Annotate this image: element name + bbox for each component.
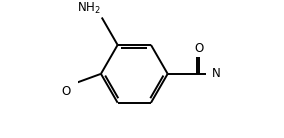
Text: N: N (212, 67, 221, 80)
Text: O: O (61, 85, 71, 98)
Text: O: O (195, 42, 204, 55)
Text: NH$_2$: NH$_2$ (77, 1, 101, 16)
